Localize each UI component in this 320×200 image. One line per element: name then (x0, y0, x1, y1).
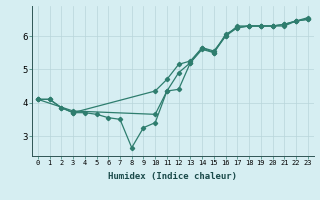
X-axis label: Humidex (Indice chaleur): Humidex (Indice chaleur) (108, 172, 237, 181)
